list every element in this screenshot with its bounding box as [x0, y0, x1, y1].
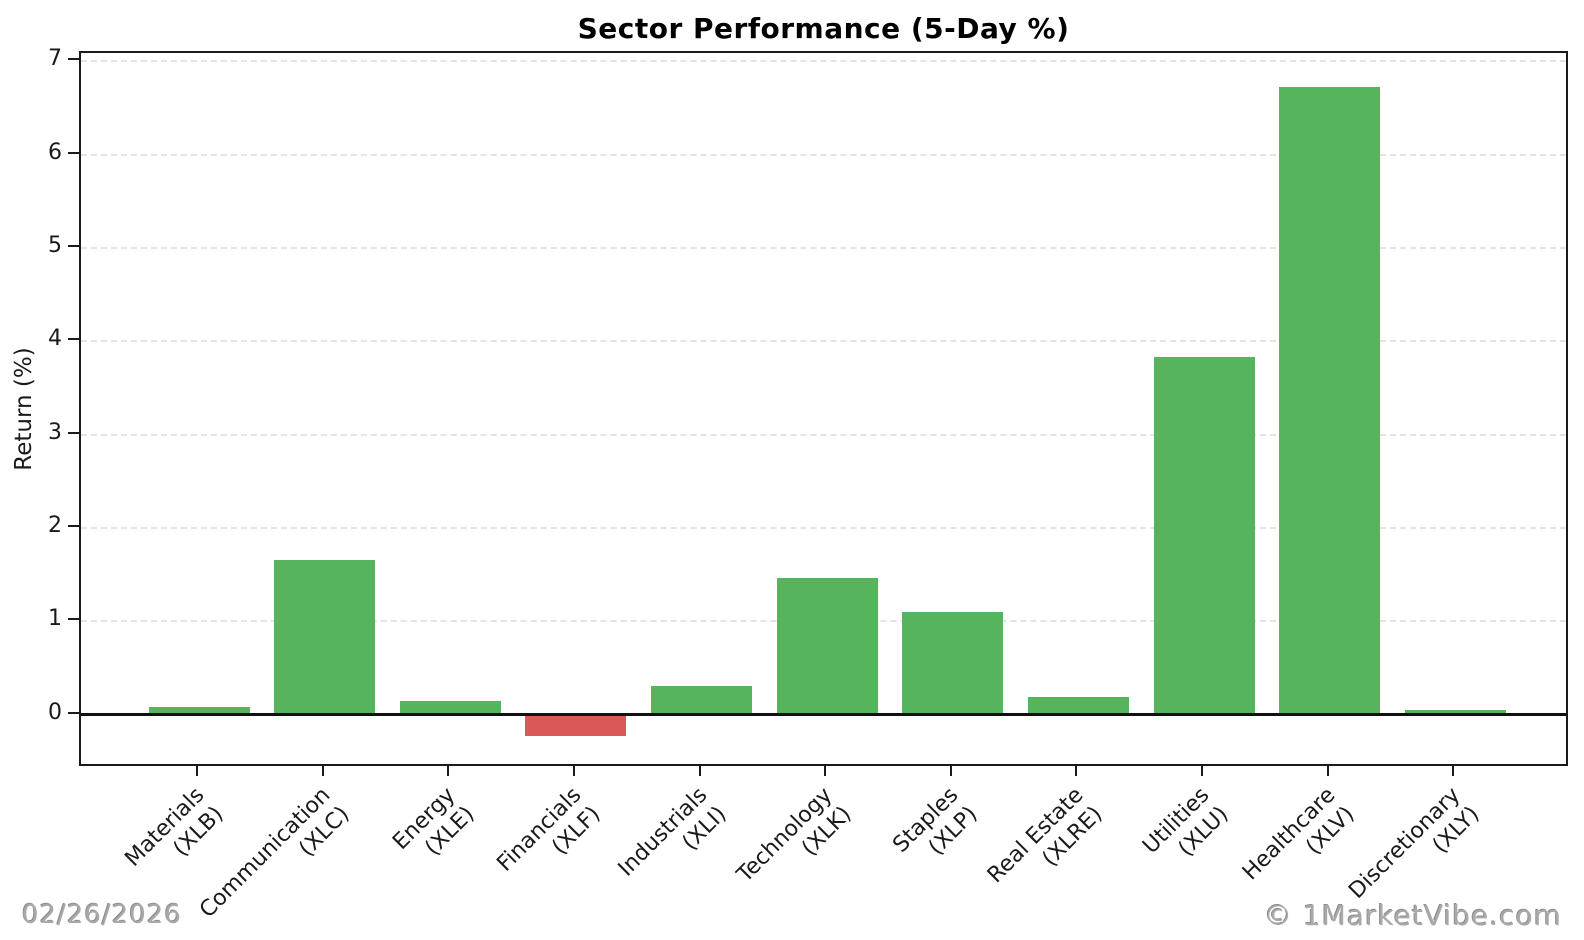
bar-staples-xlp: [902, 612, 1004, 715]
bar-real-estate-xlre: [1027, 697, 1129, 715]
bar-discretionary-xly: [1404, 710, 1506, 715]
y-tick-label-0: 0: [48, 699, 62, 725]
plot-area: [79, 51, 1568, 766]
y-tick-4: [68, 338, 79, 341]
y-tick-label-6: 6: [48, 139, 62, 165]
bar-financials-xlf: [525, 715, 627, 737]
x-tick-healthcare-xlv: [1326, 766, 1329, 776]
zero-line: [81, 713, 1566, 717]
y-tick-6: [68, 151, 79, 154]
chart-title: Sector Performance (5-Day %): [577, 12, 1070, 45]
gridline-2: [81, 527, 1566, 530]
y-tick-5: [68, 245, 79, 248]
gridline-7: [81, 60, 1566, 63]
bar-energy-xle: [399, 700, 501, 715]
bar-healthcare-xlv: [1279, 86, 1381, 715]
x-tick-real-estate-xlre: [1075, 766, 1078, 776]
y-tick-1: [68, 618, 79, 621]
footer-watermark: © 1MarketVibe.com: [1264, 899, 1562, 932]
bar-industrials-xli: [651, 685, 753, 715]
bar-communication-xlc: [274, 559, 376, 715]
bar-materials-xlb: [148, 707, 250, 715]
y-tick-label-3: 3: [48, 419, 62, 445]
x-tick-staples-xlp: [949, 766, 952, 776]
x-tick-technology-xlk: [824, 766, 827, 776]
gridline-6: [81, 153, 1566, 156]
y-tick-label-7: 7: [48, 46, 62, 72]
y-tick-label-4: 4: [48, 326, 62, 352]
bar-utilities-xlu: [1153, 357, 1255, 715]
footer-date: 02/26/2026: [22, 900, 182, 930]
x-tick-industrials-xli: [698, 766, 701, 776]
y-tick-7: [68, 58, 79, 61]
x-tick-materials-xlb: [196, 766, 198, 776]
y-tick-3: [68, 431, 79, 434]
x-tick-energy-xle: [447, 766, 450, 776]
y-tick-label-1: 1: [48, 606, 62, 632]
x-tick-communication-xlc: [321, 766, 324, 776]
y-tick-2: [68, 525, 79, 528]
y-tick-label-5: 5: [48, 233, 62, 259]
gridline-4: [81, 340, 1566, 343]
y-tick-0: [68, 711, 79, 714]
y-tick-label-2: 2: [48, 513, 62, 539]
gridline-3: [81, 433, 1566, 436]
x-tick-utilities-xlu: [1201, 766, 1204, 776]
bar-technology-xlk: [776, 577, 878, 715]
x-tick-financials-xlf: [572, 766, 575, 776]
x-tick-discretionary-xly: [1452, 766, 1455, 776]
gridline-5: [81, 247, 1566, 250]
